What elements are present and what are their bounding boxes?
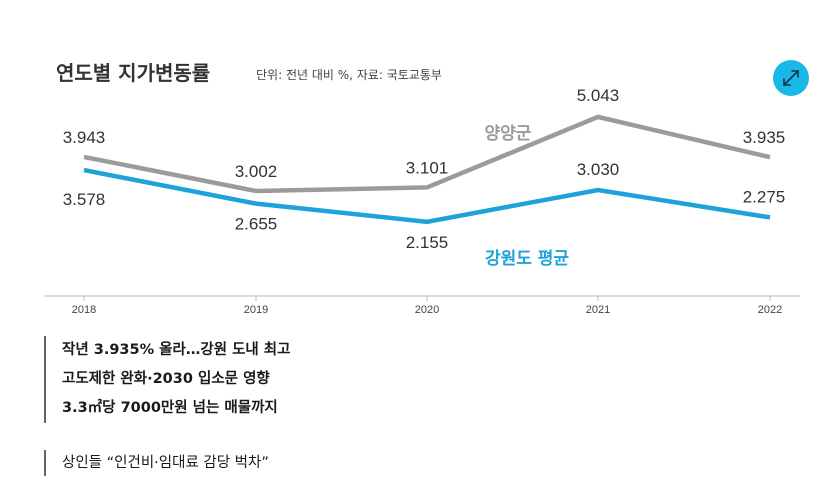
data-label-gangwon-avg-2020: 2.155 [406,233,449,252]
headline-2: 고도제한 완화·2030 입소문 영향 [62,371,270,387]
data-label-gangwon-avg-2021: 3.030 [577,160,620,179]
article-headlines: 작년 3.935% 올라…강원 도내 최고 고도제한 완화·2030 입소문 영… [44,336,562,423]
data-label-yangyang-2018: 3.943 [63,128,106,147]
data-label-yangyang-2020: 3.101 [406,158,449,177]
x-tick-label-2021: 2021 [586,304,610,316]
expand-button[interactable] [773,60,809,96]
series-label-yangyang: 양양군 [485,124,532,144]
chart-marks: 2018 2019 2020 2021 2022 3.943 3.002 3.101 5.043… [63,86,786,316]
x-tick-label-2019: 2019 [244,304,268,316]
data-label-yangyang-2019: 3.002 [235,162,278,181]
data-label-gangwon-avg-2018: 3.578 [63,190,106,209]
data-label-gangwon-avg-2019: 2.655 [235,215,278,234]
x-tick-label-2020: 2020 [415,304,439,316]
expand-arrows-icon [783,70,799,86]
data-label-yangyang-2021: 5.043 [577,86,620,105]
chart-source: 단위: 전년 대비 %, 자료: 국토교통부 [256,68,442,82]
series-label-gangwon-avg: 강원도 평균 [485,249,569,269]
headline-1: 작년 3.935% 올라…강원 도내 최고 [62,342,291,358]
chart-title: 연도별 지가변동률 [56,61,210,85]
x-tick-label-2022: 2022 [758,304,782,316]
data-label-yangyang-2022: 3.935 [743,128,786,147]
data-label-gangwon-avg-2022: 2.275 [743,187,786,206]
land-price-chart: 연도별 지가변동률 단위: 전년 대비 %, 자료: 국토교통부 2018 201… [44,60,809,316]
x-tick-label-2018: 2018 [72,304,96,316]
headline-3: 3.3㎡당 7000만원 넘는 매물까지 [62,400,278,416]
series-line-gangwon-avg [83,167,771,225]
article-subhead: 상인들 “인건비·임대료 감당 벅차” [44,450,562,476]
series-line-yangyang [83,114,771,194]
